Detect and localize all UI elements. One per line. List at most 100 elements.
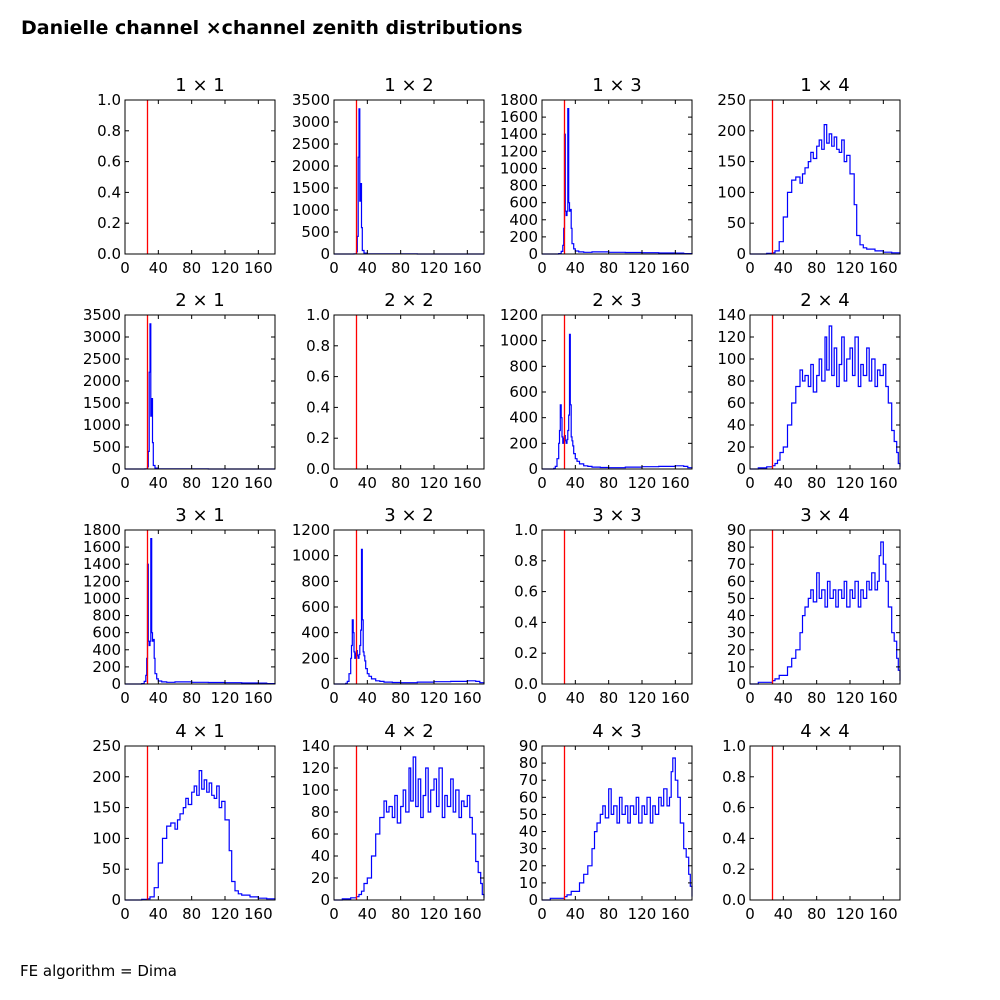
- x-tick-label: 80: [807, 905, 826, 923]
- plot-frame: [541, 745, 693, 901]
- x-tick-label: 120: [211, 259, 240, 277]
- y-tick-label: 150: [92, 799, 121, 817]
- x-tick-label: 160: [869, 905, 898, 923]
- x-tick-label: 0: [537, 905, 547, 923]
- x-tick-label: 80: [391, 474, 410, 492]
- y-tick-label: 150: [717, 153, 746, 171]
- y-tick-label: 1.0: [514, 521, 538, 539]
- y-tick-label: 0.4: [97, 183, 121, 201]
- y-tick-label: 120: [301, 759, 330, 777]
- subplot-title: 1 × 4: [800, 75, 849, 96]
- subplot-10: 3 × 2 0 40 80 120 160 0 200 400 600 800 1000 1200: [292, 505, 485, 707]
- plot-frame: [124, 314, 276, 470]
- y-tick-label: 90: [519, 737, 538, 755]
- y-tick-label: 100: [92, 829, 121, 847]
- y-tick-label: 0.8: [97, 122, 121, 140]
- y-tick-label: 30: [519, 840, 538, 858]
- y-tick-label: 0.8: [306, 337, 330, 355]
- x-tick-label: 0: [120, 905, 130, 923]
- y-tick-label: 0: [111, 891, 121, 909]
- y-tick-label: 0.8: [722, 768, 746, 786]
- plot-frame: [541, 529, 693, 685]
- y-tick-label: 200: [509, 228, 538, 246]
- x-tick-label: 0: [745, 259, 755, 277]
- subplot-2: 1 × 2 0 40 80 120 160 0 500 1000 1500 2000 2500 3000…: [292, 75, 485, 277]
- x-tick-label: 160: [244, 905, 273, 923]
- y-tick-label: 250: [92, 737, 121, 755]
- x-tick-label: 0: [537, 474, 547, 492]
- x-tick-label: 40: [566, 474, 585, 492]
- x-tick-label: 120: [836, 689, 865, 707]
- y-tick-label: 0: [736, 460, 746, 478]
- subplot-title: 4 × 1: [175, 721, 224, 742]
- y-tick-label: 1000: [83, 589, 121, 607]
- y-tick-label: 100: [301, 781, 330, 799]
- y-tick-label: 70: [519, 771, 538, 789]
- x-tick-label: 120: [836, 905, 865, 923]
- subplot-13: 4 × 1 0 40 80 120 160 0 50 100 150 200 250: [92, 721, 276, 923]
- y-tick-label: 1600: [500, 108, 538, 126]
- x-tick-label: 160: [453, 689, 482, 707]
- plot-frame: [749, 745, 901, 901]
- y-tick-label: 0: [736, 675, 746, 693]
- x-tick-label: 120: [836, 474, 865, 492]
- x-tick-label: 120: [420, 474, 449, 492]
- x-tick-label: 80: [599, 689, 618, 707]
- subplot-3: 1 × 30 40 80 120 160020040060080010001200140…: [500, 75, 693, 277]
- y-tick-label: 0.6: [97, 153, 121, 171]
- x-tick-label: 0: [745, 905, 755, 923]
- x-tick-label: 0: [537, 259, 547, 277]
- y-tick-label: 20: [519, 857, 538, 875]
- subplot-title: 2 × 1: [175, 290, 224, 311]
- y-tick-label: 0.0: [97, 245, 121, 263]
- y-tick-label: 3500: [83, 306, 121, 324]
- subplot-title: 1 × 1: [175, 75, 224, 96]
- y-tick-label: 250: [717, 91, 746, 109]
- x-tick-label: 160: [661, 474, 690, 492]
- footer-note: FE algorithm = Dima: [20, 962, 177, 980]
- subplot-title: 3 × 1: [175, 505, 224, 526]
- y-tick-label: 200: [92, 768, 121, 786]
- y-tick-label: 60: [311, 825, 330, 843]
- y-tick-label: 200: [717, 122, 746, 140]
- histogram-series: [750, 325, 901, 470]
- y-tick-label: 50: [102, 860, 121, 878]
- histogram-series: [334, 756, 485, 901]
- subplot-6: 2 × 2 0 40 80 120 160 0.0 0.2 0.4 0.6 0.8 1.0: [306, 290, 485, 492]
- y-tick-label: 1200: [83, 572, 121, 590]
- x-tick-label: 40: [358, 905, 377, 923]
- x-tick-label: 40: [774, 689, 793, 707]
- x-tick-label: 40: [149, 259, 168, 277]
- y-tick-label: 80: [727, 372, 746, 390]
- x-tick-label: 160: [869, 689, 898, 707]
- x-tick-label: 40: [566, 689, 585, 707]
- y-tick-label: 1.0: [722, 737, 746, 755]
- plot-frame: [749, 529, 901, 685]
- subplot-9: 3 × 10 40 80 120 160020040060080010001200140…: [83, 505, 276, 707]
- x-tick-label: 80: [599, 474, 618, 492]
- y-tick-label: 1000: [500, 159, 538, 177]
- x-tick-label: 40: [149, 689, 168, 707]
- subplot-title: 3 × 2: [384, 505, 433, 526]
- y-tick-label: 600: [301, 598, 330, 616]
- x-tick-label: 40: [774, 259, 793, 277]
- x-tick-label: 160: [661, 905, 690, 923]
- y-tick-label: 80: [311, 803, 330, 821]
- subplot-16: 4 × 4 0 40 80 120 160 0.0 0.2 0.4 0.6 0.8 1.0: [722, 721, 901, 923]
- x-tick-label: 0: [120, 474, 130, 492]
- y-tick-label: 3000: [83, 328, 121, 346]
- y-tick-label: 20: [727, 641, 746, 659]
- y-tick-label: 0.8: [514, 552, 538, 570]
- plot-frame: [333, 99, 485, 255]
- y-tick-label: 0: [528, 245, 538, 263]
- y-tick-label: 20: [727, 438, 746, 456]
- x-tick-label: 80: [182, 474, 201, 492]
- x-tick-label: 80: [391, 689, 410, 707]
- x-tick-label: 40: [774, 905, 793, 923]
- plot-frame: [124, 529, 276, 685]
- x-tick-label: 120: [211, 689, 240, 707]
- y-tick-label: 0.2: [306, 429, 330, 447]
- x-tick-label: 0: [537, 689, 547, 707]
- y-tick-label: 10: [519, 874, 538, 892]
